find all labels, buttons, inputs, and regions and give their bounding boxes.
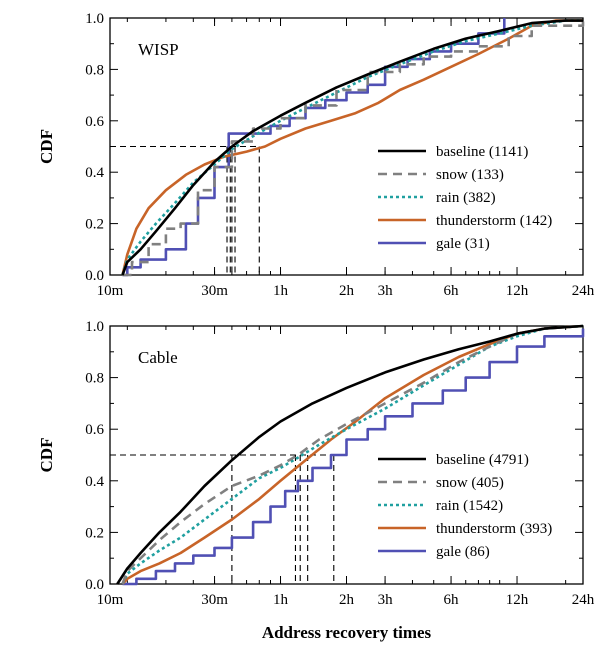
panel-2-legend-label-1: snow (405) [436,475,504,491]
panel-2-series-line-1 [121,324,584,585]
panel-1-y-tick-label: 0.6 [85,114,104,130]
panel-1-series-line-1 [122,20,585,277]
panel-2-x-tick-label: 3h [378,592,394,608]
x-axis-title: Address recovery times [262,623,432,642]
panel-2-legend-label-3: thunderstorm (393) [436,521,552,537]
panel-1-title: WISP [138,40,179,59]
panel-1-x-tick-label: 12h [506,283,529,299]
panel-1-x-tick-label: 2h [339,283,355,299]
panel-2-x-tick-label: 30m [201,592,228,608]
panel-1-x-tick-label: 24h [572,283,595,299]
panel-2-x-tick-label: 24h [572,592,595,608]
panel-1-x-tick-label: 10m [97,283,124,299]
panel-2-y-tick-label: 0.8 [85,371,104,387]
panel-1-x-tick-label: 3h [378,283,394,299]
panel-2-y-tick-label: 0.0 [85,577,104,593]
panel-1-legend-label-2: rain (382) [436,190,496,206]
panel-1-legend-label-0: baseline (1141) [436,144,528,160]
panel-1-series-line-2 [121,19,583,276]
panel-1-x-tick-label: 6h [444,283,460,299]
panel-1-y-tick-label: 0.8 [85,62,104,78]
panel-2-x-tick-label: 10m [97,592,124,608]
panel-2-legend-label-4: gale (86) [436,544,490,560]
panel-1-legend-label-4: gale (31) [436,236,490,252]
panel-2-x-tick-label: 12h [506,592,529,608]
panel-1-y-tick-label: 0.4 [85,165,104,181]
panel-1-series-line-3 [121,19,583,276]
panel-2-legend-label-0: baseline (4791) [436,452,529,468]
panel-2-x-tick-label: 6h [444,592,460,608]
panel-1-x-tick-label: 1h [273,283,289,299]
panel-1-x-tick-label: 30m [201,283,228,299]
panel-2-series-line-4 [122,328,585,586]
panel-2-y-tick-label: 0.4 [85,474,104,490]
panel-2-x-tick-label: 2h [339,592,355,608]
panel-1-y-tick-label: 1.0 [85,11,104,27]
panel-2-series-line-3 [121,324,584,585]
panel-2-title: Cable [138,348,178,367]
panel-2-y-tick-label: 0.6 [85,422,104,438]
panel-1-y-tick-label: 0.0 [85,268,104,284]
panel-2-legend-label-2: rain (1542) [436,498,503,514]
panel-1-y-tick-label: 0.2 [85,217,104,233]
panel-2-x-tick-label: 1h [273,592,289,608]
panel-2-series-line-0 [116,324,584,585]
panel-1-legend-label-3: thunderstorm (142) [436,213,552,229]
panel-1-legend-label-1: snow (133) [436,167,504,183]
panel-2-y-tick-label: 1.0 [85,319,104,335]
panel-2-y-tick-label: 0.2 [85,525,104,541]
panel-1-series-line-0 [121,19,583,276]
panel-1-y-axis-title: CDF [37,129,56,164]
panel-2-y-axis-title: CDF [37,438,56,473]
